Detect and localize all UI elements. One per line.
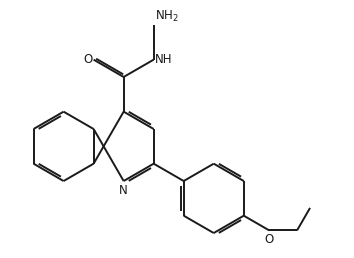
Text: O: O	[265, 233, 274, 246]
Text: NH: NH	[155, 53, 172, 66]
Text: NH$_2$: NH$_2$	[155, 9, 179, 23]
Text: O: O	[83, 53, 92, 66]
Text: N: N	[119, 184, 128, 197]
